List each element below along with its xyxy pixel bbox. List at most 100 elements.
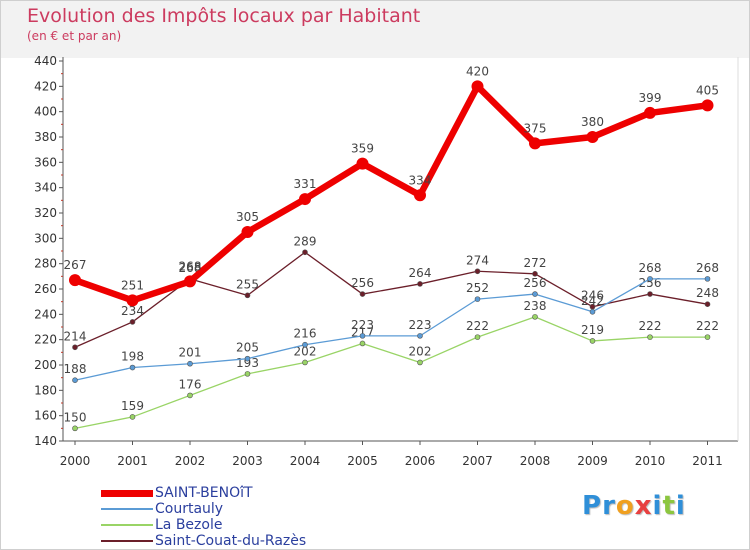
logo-letter: t [662,491,676,521]
data-label: 234 [121,304,144,318]
data-point [359,333,366,339]
data-point [532,314,538,320]
x-tick-label: 2000 [60,454,91,468]
data-label: 219 [581,323,604,337]
data-label: 176 [179,377,202,391]
data-label: 267 [64,258,87,272]
series-line [71,83,711,304]
data-point [126,294,139,307]
data-label: 305 [236,210,259,224]
data-label: 223 [351,318,374,332]
chart-legend: SAINT-BENOîT Courtauly La Bezole Saint-Coua… [101,485,306,549]
data-label: 248 [696,286,719,300]
data-point [187,392,193,399]
data-point [244,371,251,377]
data-label: 334 [409,173,432,187]
data-point [647,334,653,340]
y-tick-label: 220 [34,333,57,347]
x-tick-label: 2004 [290,454,321,468]
legend-swatch [101,489,153,497]
proxiti-logo: Proxiti [582,491,686,521]
chart-subtitle: (en € et par an) [27,29,122,43]
data-point [244,292,251,299]
y-tick-label: 140 [34,434,57,448]
data-point [532,270,538,277]
data-point [302,359,308,366]
data-point [184,275,196,288]
data-point [241,226,254,238]
data-label: 238 [524,299,547,313]
data-label: 256 [351,276,374,290]
data-label: 268 [179,261,202,275]
data-point [474,296,481,302]
data-point [69,274,81,287]
data-label: 201 [179,346,202,360]
y-tick-label: 400 [34,105,57,119]
data-label: 359 [351,142,374,156]
x-tick-label: 2011 [692,454,723,468]
y-tick-label: 340 [34,181,57,195]
data-point [299,193,311,206]
chart-title: Evolution des Impôts locaux par Habitant [27,5,421,27]
x-tick-label: 2010 [635,454,666,468]
y-tick-label: 320 [34,206,57,220]
data-label: 274 [466,253,489,267]
data-label: 375 [524,121,547,135]
data-label: 222 [696,319,719,333]
x-tick-label: 2003 [232,454,263,468]
data-label: 246 [581,289,604,303]
series-courtauly: 188 198 201 205 216 223 223 252 256 242 268 268 [64,261,719,384]
data-point [417,281,423,287]
series-saint-benoi-t: 267 251 268 305 331 359 334 420 375 380 399 405 [64,64,719,307]
data-point [414,189,426,202]
data-label: 188 [64,362,87,376]
legend-label: Saint-Couat-du-Razès [155,533,307,549]
data-label: 205 [236,341,259,355]
x-tick-label: 2008 [520,454,551,468]
legend-item: SAINT-BENOîT [101,485,306,501]
data-label: 222 [466,319,489,333]
data-label: 289 [294,234,317,248]
data-label: 251 [121,278,144,292]
data-point [72,344,78,351]
data-point [359,291,366,297]
data-point [72,377,78,384]
logo-letter: o [615,491,635,521]
data-point [417,333,423,339]
y-tick-label: 180 [34,383,57,397]
legend-label: La Bezole [155,517,223,533]
data-label: 242 [581,294,604,308]
data-point [129,414,136,420]
logo-letter: r [602,491,616,521]
data-label: 214 [64,329,87,343]
data-point [589,308,596,315]
data-point [704,276,711,282]
legend-item: Saint-Couat-du-Razès [101,533,306,549]
data-label: 216 [294,327,317,341]
data-label: 268 [179,259,202,273]
legend-swatch [101,524,153,526]
data-point [129,319,136,325]
x-tick-label: 2002 [175,454,206,468]
data-label: 380 [581,115,604,129]
data-point [589,338,596,344]
y-tick-label: 200 [34,358,57,372]
data-label: 256 [524,276,547,290]
data-label: 252 [466,281,489,295]
data-label: 264 [409,266,432,280]
data-point [129,364,136,371]
data-point [356,157,369,170]
data-label: 150 [64,410,87,424]
data-point [586,131,599,143]
data-point [244,355,251,362]
series-line [74,278,709,381]
data-label: 255 [236,277,259,291]
data-label: 420 [466,64,489,78]
data-point [187,360,193,367]
logo-letter: i [675,491,686,521]
data-point [704,301,711,308]
x-tick-label: 2005 [347,454,378,468]
data-point [471,80,484,93]
data-label: 198 [121,350,144,364]
